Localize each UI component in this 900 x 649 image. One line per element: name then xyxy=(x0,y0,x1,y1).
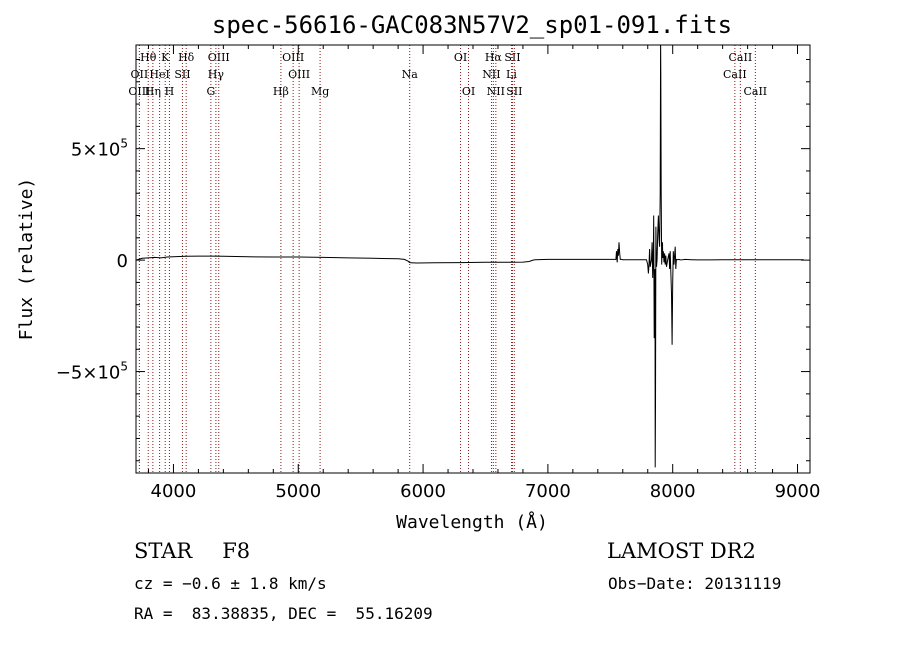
redshift-text: cz = −0.6 ± 1.8 km/s xyxy=(134,574,327,593)
spectral-line-label: CaII xyxy=(723,68,747,81)
spectral-line-label: Hα xyxy=(485,51,503,64)
spectral-line-label: G xyxy=(206,85,215,98)
spectral-line-label: OIII xyxy=(288,68,310,81)
spectral-line-label: Mg xyxy=(311,85,329,98)
spectral-line-label: NII xyxy=(487,85,505,98)
x-tick-label: 8000 xyxy=(650,481,696,502)
object-class: STAR F8 xyxy=(134,539,250,563)
spectral-line-label: OIII xyxy=(128,85,150,98)
spectral-line-label: CaII xyxy=(743,85,767,98)
spectral-line-label: Hβ xyxy=(273,85,289,98)
obs-date-text: Obs−Date: 20131119 xyxy=(608,574,782,593)
spectral-line-label: OIII xyxy=(282,51,304,64)
coordinates-text: RA = 83.38835, DEC = 55.16209 xyxy=(134,604,433,623)
y-axis-label: Flux (relative) xyxy=(16,178,37,341)
spectrum-series xyxy=(136,45,804,468)
spectral-line-label: Hθ xyxy=(140,51,157,64)
class-label: STAR xyxy=(134,539,193,563)
y-tick-label: 0 xyxy=(117,251,128,272)
spectral-line-label: HeI xyxy=(149,68,169,81)
spectral-line-label: Na xyxy=(402,68,419,81)
spectral-line-label: OI xyxy=(462,85,475,98)
axis-ticks: 4000 5000 6000 7000 8000 9000 5×105 0 −5×105 xyxy=(56,45,821,502)
spectral-line-label: SII xyxy=(504,51,520,64)
spectral-line-label: Hδ xyxy=(178,51,195,64)
spectral-line-label: H xyxy=(165,85,175,98)
spectral-line-label: Li xyxy=(506,68,517,81)
subclass-label: F8 xyxy=(222,539,251,563)
y-tick-label: 5×105 xyxy=(71,137,128,161)
x-axis-label: Wavelength (Å) xyxy=(396,511,548,533)
spectral-line-label: CaII xyxy=(729,51,753,64)
chart-title: spec-56616-GAC083N57V2_sp01-091.fits xyxy=(212,11,732,39)
spectral-line-label: OII xyxy=(131,68,149,81)
y-tick-label: −5×105 xyxy=(56,360,128,384)
spectral-line-label: Hη xyxy=(145,85,161,98)
survey-label: LAMOST DR2 xyxy=(607,539,756,563)
spectral-line-label: SII xyxy=(174,68,190,81)
spectral-line-label: OIII xyxy=(208,51,230,64)
spectral-line-label: K xyxy=(161,51,170,64)
spectrum-line xyxy=(136,45,804,468)
spectral-line-label: Hγ xyxy=(208,68,225,81)
plot-frame xyxy=(135,44,811,474)
x-tick-label: 4000 xyxy=(151,481,197,502)
x-tick-label: 5000 xyxy=(275,481,321,502)
x-tick-label: 7000 xyxy=(525,481,571,502)
spectral-line-label: NII xyxy=(482,68,500,81)
spectral-line-label: SII xyxy=(506,85,522,98)
spectral-line-label: OI xyxy=(454,51,467,64)
x-tick-label: 9000 xyxy=(775,481,821,502)
x-tick-label: 6000 xyxy=(400,481,446,502)
